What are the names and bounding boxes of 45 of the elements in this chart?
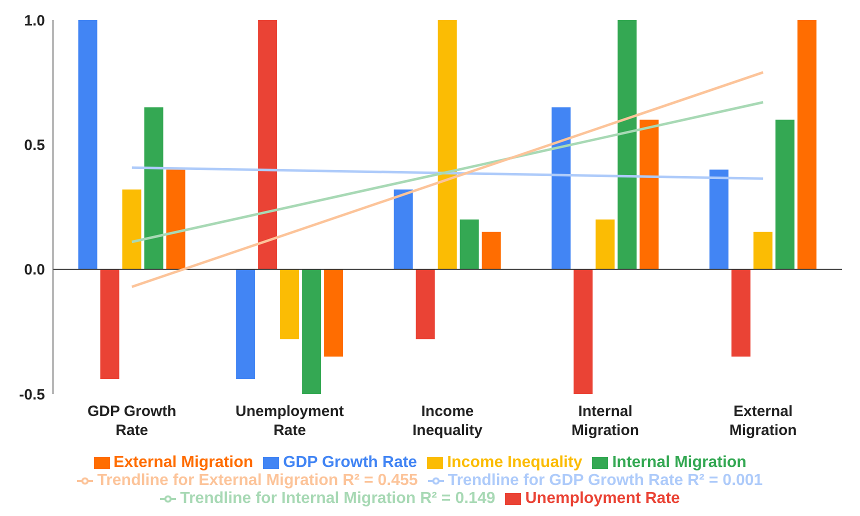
bar xyxy=(280,269,300,340)
x-tick-label: Unemployment Rate xyxy=(236,403,344,439)
bar xyxy=(460,219,479,270)
x-tick-label: Internal Migration xyxy=(572,403,640,439)
bar xyxy=(552,107,571,270)
legend-label: Unemployment Rate xyxy=(525,490,680,507)
x-tick-label: External Migration xyxy=(729,403,797,439)
bar xyxy=(258,20,278,270)
bar xyxy=(144,107,164,270)
bar xyxy=(731,269,750,357)
bar xyxy=(416,269,435,340)
legend-label: Income Inequality xyxy=(447,454,582,471)
bar xyxy=(709,170,728,270)
y-tick-label: 1.0 xyxy=(24,12,45,30)
x-tick-label: Income Inequality xyxy=(412,403,484,439)
bar xyxy=(100,269,120,380)
bar xyxy=(797,20,816,270)
legend-label: External Migration xyxy=(114,454,254,471)
bar xyxy=(618,20,637,270)
bar xyxy=(236,269,256,380)
y-tick-label: 0.5 xyxy=(24,136,45,154)
line-series xyxy=(130,71,764,288)
bar xyxy=(640,120,659,270)
bar xyxy=(753,232,772,270)
bar xyxy=(438,20,457,270)
legend-label: GDP Growth Rate xyxy=(283,454,418,471)
legend-label: Trendline for GDP Growth Rate R² = 0.001 xyxy=(448,472,763,489)
bar xyxy=(78,20,98,270)
bar xyxy=(122,190,142,270)
bar xyxy=(302,269,322,394)
bar xyxy=(324,269,344,357)
y-tick-label: -0.5 xyxy=(19,386,45,404)
bar xyxy=(482,232,501,270)
bar xyxy=(596,219,615,270)
line-series xyxy=(130,166,764,180)
bar xyxy=(775,120,794,270)
y-tick-label: 0.0 xyxy=(24,262,45,279)
x-tick-label: GDP Growth Rate xyxy=(87,403,176,439)
bar xyxy=(394,190,413,270)
bar xyxy=(166,170,186,270)
legend-label: Trendline for Internal Migration R² = 0.149 xyxy=(180,490,496,507)
legend-label: Trendline for External Migration R² = 0.455 xyxy=(97,472,418,489)
legend-label: Internal Migration xyxy=(612,454,746,471)
bar xyxy=(574,269,593,394)
line-series xyxy=(130,101,764,244)
